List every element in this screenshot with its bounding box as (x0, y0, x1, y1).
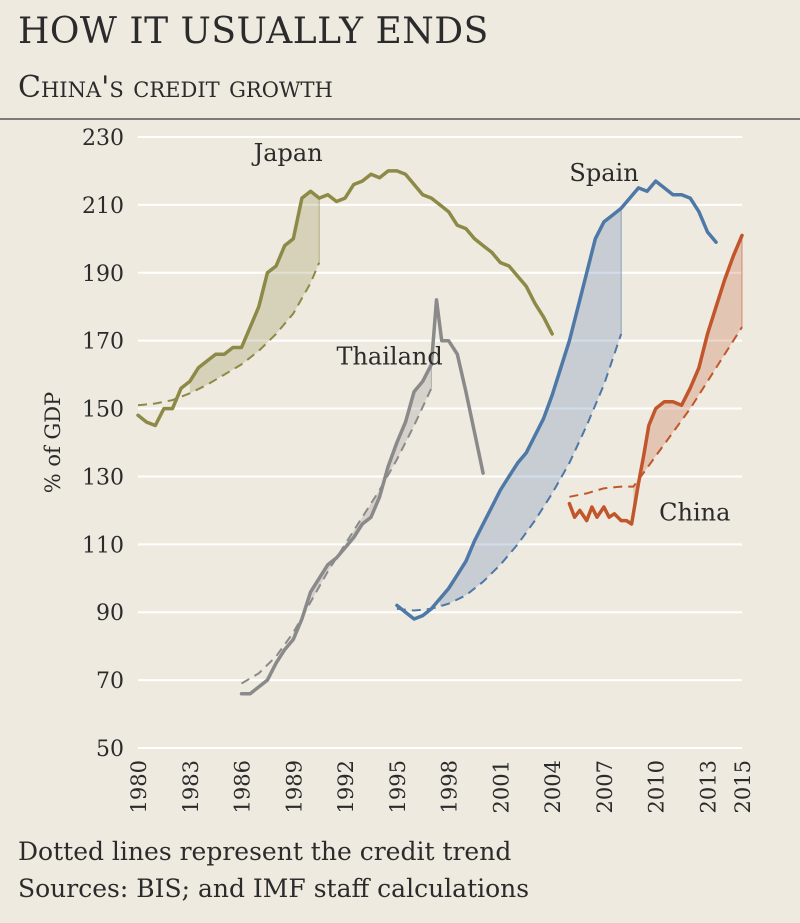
x-tick-label: 2007 (593, 760, 617, 813)
y-tick-label: 190 (82, 262, 124, 287)
series-line-spain (395, 179, 718, 621)
y-tick-label: 150 (82, 398, 124, 423)
sources-note: Sources: BIS; and IMF staff calculations (18, 874, 530, 903)
x-tick-label: 1980 (127, 760, 151, 813)
y-axis-label: % of GDP (41, 392, 65, 493)
x-tick-label: 2004 (541, 760, 565, 813)
gap-shading-japan (189, 192, 320, 394)
y-tick-label: 230 (82, 126, 124, 151)
trend-line-china (569, 326, 743, 498)
trend-line-japan (137, 262, 321, 407)
x-tick-label: 2013 (696, 760, 720, 813)
x-tick-label: 2010 (645, 760, 669, 813)
x-tick-label: 2001 (489, 760, 513, 813)
x-tick-label: 1995 (386, 760, 410, 813)
y-tick-label: 90 (96, 601, 124, 626)
y-tick-label: 50 (96, 737, 124, 762)
series-label-japan: Japan (251, 139, 323, 167)
series-line-thailand (239, 298, 485, 696)
chart-title: HOW IT USUALLY ENDS (18, 11, 489, 52)
series-label-spain: Spain (569, 159, 638, 187)
y-tick-label: 110 (82, 533, 124, 558)
y-tick-label: 170 (82, 330, 124, 355)
series-label-china: China (659, 499, 730, 527)
y-tick-label: 130 (82, 465, 124, 490)
gap-shading-spain (440, 208, 622, 607)
series-line-china (567, 233, 744, 526)
footnote: Dotted lines represent the credit trend (18, 837, 512, 866)
series-line-japan (136, 169, 554, 428)
y-tick-label: 210 (82, 194, 124, 219)
x-tick-label: 1992 (334, 760, 358, 813)
gap-shading-thailand (293, 364, 432, 640)
x-tick-label: 2015 (731, 760, 755, 813)
chart-subtitle: China's credit growth (18, 70, 333, 105)
y-tick-label: 70 (96, 669, 124, 694)
series-label-thailand: Thailand (336, 342, 442, 370)
x-tick-label: 1989 (282, 760, 306, 813)
x-tick-label: 1983 (179, 760, 203, 813)
x-tick-label: 1998 (438, 760, 462, 813)
x-tick-label: 1986 (231, 760, 255, 813)
header-divider (0, 118, 800, 120)
gap-shading-china (633, 235, 742, 514)
